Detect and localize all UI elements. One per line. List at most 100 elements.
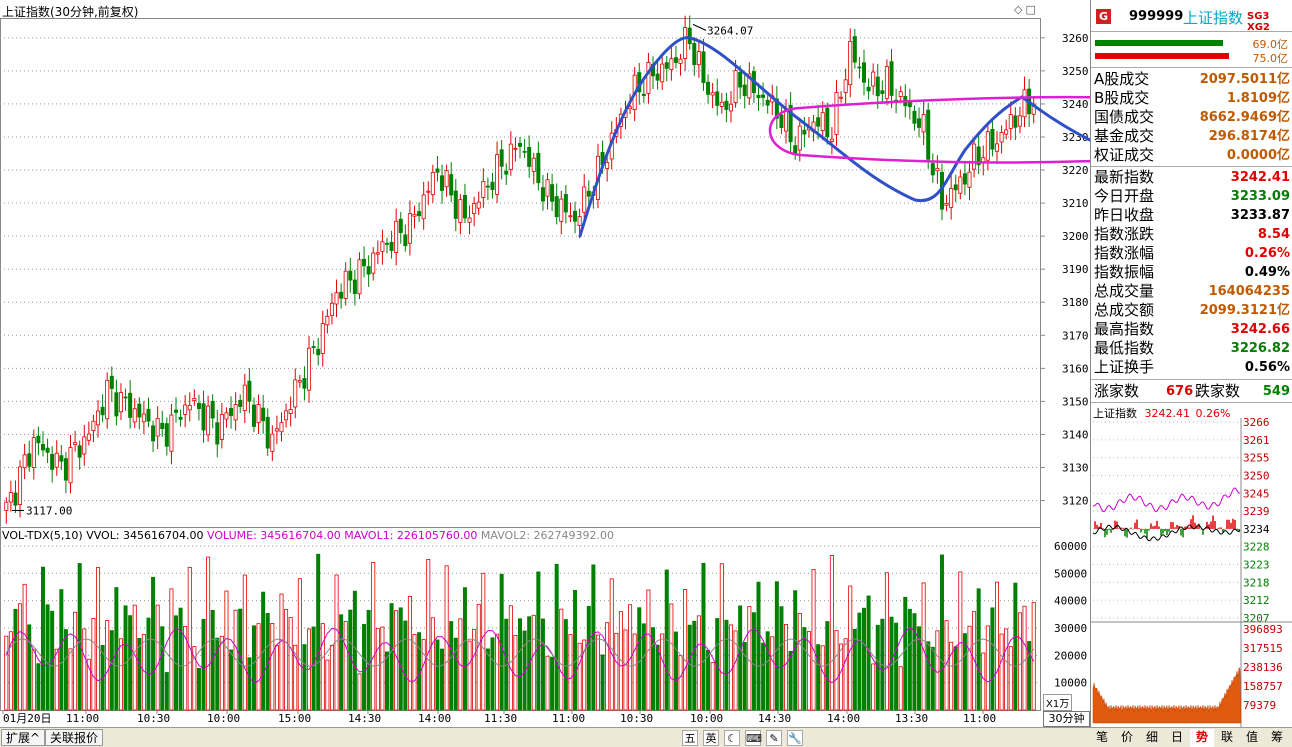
stat-value: 3226.82	[1230, 341, 1290, 356]
turnover-label: A股成交	[1094, 70, 1150, 88]
kline-chart[interactable]: 3260325032403230322032103200319031803170…	[0, 0, 1090, 727]
volume-bar	[54, 648, 59, 711]
right-tab[interactable]: 笔	[1095, 730, 1108, 744]
bar2-value: 75.0亿	[1252, 52, 1289, 65]
candle-body	[311, 346, 316, 349]
candle-body	[316, 348, 321, 356]
right-tab[interactable]: 细	[1145, 730, 1158, 744]
time-tick: 14:30	[348, 712, 381, 725]
candle-body	[582, 186, 587, 213]
candle-body	[118, 392, 123, 413]
chart-window-controls[interactable]: ◇□	[1014, 3, 1039, 16]
g-badge[interactable]: G	[1096, 9, 1111, 24]
tool-icon[interactable]: 五	[682, 730, 698, 746]
candle-body	[22, 454, 27, 469]
volume-bar	[632, 633, 637, 711]
volume-bar	[219, 635, 224, 711]
candle-body	[27, 453, 32, 467]
price-tick: 3120	[1062, 495, 1089, 508]
candle-body	[738, 71, 743, 88]
stat-value: 3233.09	[1230, 189, 1290, 204]
volume-bar	[1031, 601, 1036, 711]
right-tab[interactable]: 筹	[1270, 730, 1283, 744]
right-tab[interactable]: 日	[1170, 730, 1183, 744]
candle-body	[898, 91, 903, 97]
time-tick: 10:30	[620, 712, 653, 725]
related-quote-tab[interactable]: 关联报价	[45, 729, 104, 746]
stat-label: 最高指数	[1094, 320, 1155, 338]
right-tab[interactable]: 价	[1120, 730, 1133, 744]
volume-bar	[453, 637, 458, 711]
time-tick: 11:00	[66, 712, 99, 725]
candle-body	[999, 132, 1004, 143]
candle-body	[36, 435, 41, 444]
volume-bar	[284, 608, 289, 711]
volume-bar	[86, 658, 91, 711]
candle-body	[412, 213, 417, 217]
volume-bar	[651, 627, 656, 711]
price-tick: 3130	[1062, 462, 1089, 475]
tool-icon[interactable]: 英	[703, 730, 719, 746]
candle-body	[201, 403, 206, 431]
volume-bar	[325, 659, 330, 711]
candle-body	[921, 114, 926, 133]
right-tab[interactable]: 联	[1220, 730, 1233, 744]
stat-label: 指数振幅	[1094, 263, 1155, 281]
candle-body	[513, 147, 518, 150]
intraday-mini-chart[interactable]: 3266 3261 3255 3250 3245 3239 3234 3228 3223 3218…	[1091, 418, 1292, 727]
breadth-row: 涨家数 676 跌家数 549	[1094, 382, 1290, 401]
candle-body	[426, 190, 431, 193]
candle-body	[403, 234, 408, 247]
tool-icon[interactable]: ☾	[724, 730, 740, 746]
tool-icon[interactable]: ✎	[766, 730, 782, 746]
candle-body	[701, 51, 706, 84]
volume-bar	[811, 569, 816, 711]
expand-tab[interactable]: 扩展^	[1, 729, 46, 746]
volume-bar	[96, 567, 101, 711]
mini-volume-tick: 317515	[1243, 642, 1283, 655]
period-selector[interactable]: 30分钟	[1043, 711, 1090, 727]
candle-body	[912, 110, 917, 124]
volume-bar	[224, 590, 229, 711]
stat-row: 最高指数 3242.66	[1094, 320, 1290, 339]
stock-name: 上证指数	[1183, 9, 1244, 27]
stat-value: 3242.66	[1230, 322, 1290, 337]
right-tab[interactable]: 势	[1190, 729, 1214, 747]
volume-bar	[329, 644, 334, 711]
price-tick: 3180	[1062, 296, 1089, 309]
magenta-pen-annotation	[768, 95, 1090, 164]
price-tick: 3140	[1062, 428, 1089, 441]
volume-bar	[719, 563, 724, 711]
volume-bar	[22, 583, 27, 711]
candle-body	[293, 379, 298, 408]
candle-body	[192, 398, 197, 401]
candle-body	[219, 414, 224, 440]
candle-body	[407, 213, 412, 244]
volume-bar	[114, 587, 119, 711]
candle-body	[563, 194, 568, 213]
stat-row: 最新指数 3242.41	[1094, 168, 1290, 187]
volume-bar	[339, 614, 344, 711]
candle-body	[247, 380, 252, 402]
candle-body	[802, 129, 807, 135]
volume-bar	[449, 621, 454, 711]
price-tick: 3190	[1062, 263, 1089, 276]
volume-bar	[398, 607, 403, 711]
candle-body	[187, 405, 192, 411]
volume-bar	[247, 657, 252, 711]
volume-legend: VOL-TDX(5,10) VVOL: 345616704.00 VOLUME:…	[2, 529, 614, 542]
volume-unit-label: X1万	[1043, 694, 1073, 711]
volume-bar	[756, 581, 761, 711]
candle-body	[485, 185, 490, 188]
right-tab[interactable]: 值	[1245, 730, 1258, 744]
candle-body	[1022, 89, 1027, 118]
volume-bar	[917, 626, 922, 711]
candle-body	[366, 266, 371, 275]
stat-row: 指数涨跌 8.54	[1094, 225, 1290, 244]
tool-icon[interactable]: 🔧	[787, 730, 803, 746]
candle-body	[467, 217, 472, 223]
candle-body	[655, 73, 660, 81]
tool-icon[interactable]: ⌨	[745, 730, 762, 746]
turnover-label: 权证成交	[1094, 146, 1155, 164]
candle-body	[829, 138, 834, 142]
